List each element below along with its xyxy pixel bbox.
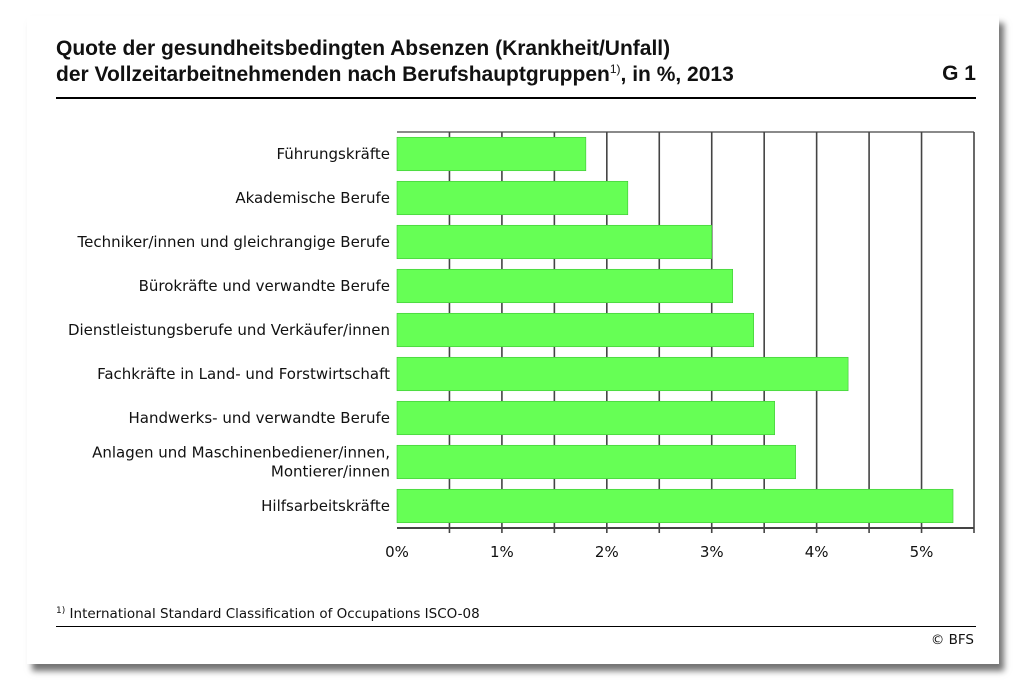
chart-title: Quote der gesundheitsbedingten Absenzen …	[56, 36, 976, 88]
category-label-line: Handwerks- und verwandte Berufe	[129, 409, 391, 427]
title-footnote-marker: 1)	[609, 62, 621, 76]
x-tick-label-0: 0%	[385, 543, 409, 561]
bar-4	[396, 312, 754, 348]
bar-8	[396, 488, 954, 524]
title-line-1: Quote der gesundheitsbedingten Absenzen …	[56, 37, 671, 60]
bar-5	[396, 356, 849, 392]
bar-0	[396, 136, 587, 172]
x-tick-label-1: 1%	[490, 543, 514, 561]
x-tick-label-5: 5%	[910, 543, 934, 561]
category-label-3: Bürokräfte und verwandte Berufe	[139, 277, 390, 295]
category-label-line: Fachkräfte in Land- und Forstwirtschaft	[97, 365, 390, 383]
category-label-line: Techniker/innen und gleichrangige Berufe	[77, 233, 390, 251]
chart-code: G 1	[942, 62, 976, 85]
footnote-text: International Standard Classification of…	[69, 606, 480, 622]
category-label-line: Bürokräfte und verwandte Berufe	[139, 277, 390, 295]
title-line-2-tail: , in %, 2013	[620, 63, 734, 86]
category-label-8: Hilfsarbeitskräfte	[261, 497, 390, 515]
bar-3	[396, 268, 734, 304]
x-tick-label-3: 3%	[700, 543, 724, 561]
category-label-4: Dienstleistungsberufe und Verkäufer/inne…	[68, 321, 390, 339]
category-label-line: Akademische Berufe	[235, 189, 390, 207]
title-line-2-main: der Vollzeitarbeitnehmenden nach Berufsh…	[56, 63, 610, 86]
category-label-line: Anlagen und Maschinenbediener/innen,	[92, 444, 390, 462]
category-label-0: Führungskräfte	[276, 145, 390, 163]
title-rule	[56, 97, 976, 99]
category-label-7: Anlagen und Maschinenbediener/innen, Mont…	[92, 444, 390, 481]
copyright: © BFS	[930, 632, 974, 648]
x-tick-label-4: 4%	[805, 543, 829, 561]
x-tick-label-2: 2%	[595, 543, 619, 561]
category-label-1: Akademische Berufe	[235, 189, 390, 207]
category-label-2: Techniker/innen und gleichrangige Berufe	[77, 233, 390, 251]
bar-1	[396, 180, 629, 216]
category-label-line: Führungskräfte	[276, 145, 390, 163]
footnote-rule	[56, 626, 976, 627]
category-label-6: Handwerks- und verwandte Berufe	[129, 409, 391, 427]
footnote-marker: 1)	[56, 606, 66, 616]
category-label-5: Fachkräfte in Land- und Forstwirtschaft	[97, 365, 390, 383]
category-label-line: Montierer/innen	[271, 463, 390, 481]
category-label-line: Hilfsarbeitskräfte	[261, 497, 390, 515]
bar-2	[396, 224, 713, 260]
bar-7	[396, 444, 796, 480]
category-label-line: Dienstleistungsberufe und Verkäufer/inne…	[68, 321, 390, 339]
title-line-2: der Vollzeitarbeitnehmenden nach Berufsh…	[56, 62, 976, 88]
bar-6	[396, 400, 775, 436]
footnote: 1) International Standard Classification…	[56, 606, 480, 622]
